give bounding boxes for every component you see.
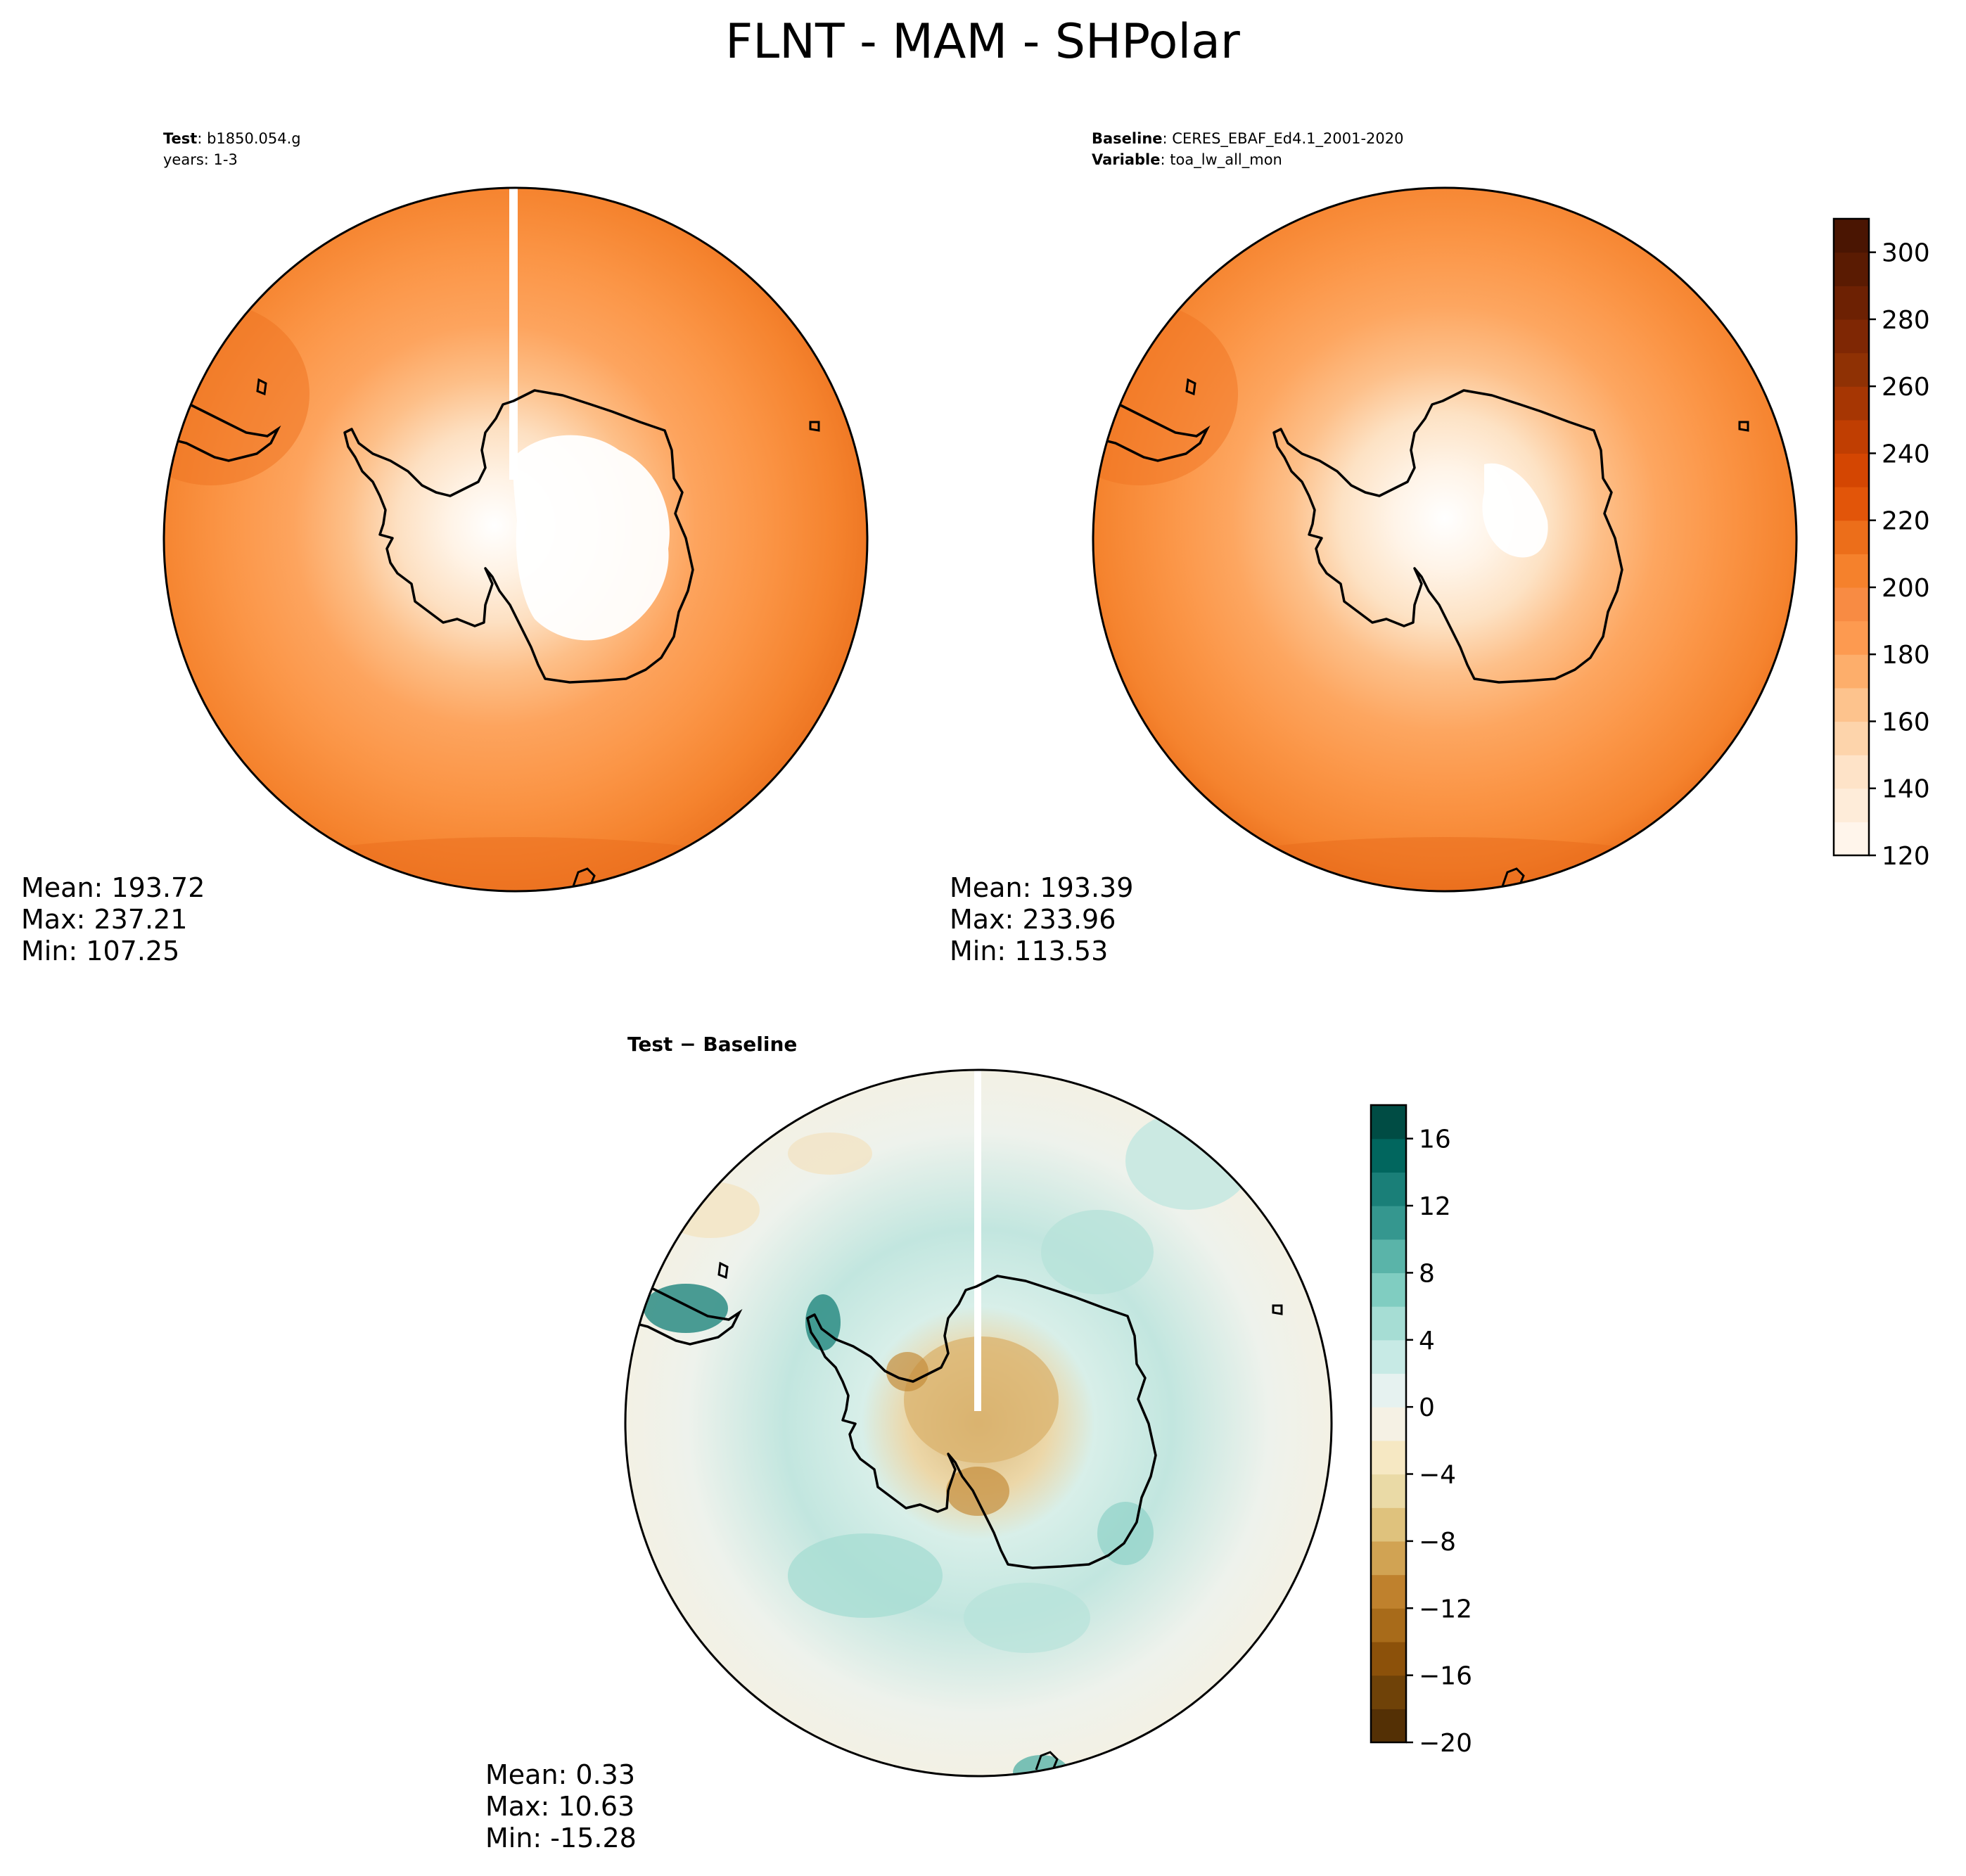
colorbar-swatch	[1834, 386, 1869, 421]
colorbar-tick-label: 180	[1882, 641, 1930, 670]
test-stat-max: Max: 237.21	[21, 904, 187, 935]
figure-title: FLNT - MAM - SHPolar	[725, 14, 1240, 70]
diff-map-boundary	[624, 1068, 1333, 1778]
colorbar-swatch	[1834, 788, 1869, 822]
colorbar-swatch	[1834, 352, 1869, 387]
colorbar-tick-label: 16	[1419, 1125, 1451, 1154]
colorbar-swatch	[1834, 419, 1869, 454]
colorbar-swatch	[1834, 822, 1869, 856]
test-stat-mean: Mean: 193.72	[21, 872, 205, 903]
colorbar-swatch	[1834, 554, 1869, 588]
south-america-coastline	[164, 392, 281, 462]
colorbar-swatch	[1371, 1709, 1406, 1743]
colorbar-main: 120 140 160 180 200 220 240 260 280 300	[1832, 217, 1930, 871]
colorbar-swatch	[1371, 1540, 1406, 1576]
baseline-map-boundary	[1092, 186, 1798, 893]
test-map-boundary	[162, 186, 869, 893]
baseline-stat-mean: Mean: 193.39	[950, 872, 1133, 903]
colorbar-tick-label: −4	[1419, 1461, 1456, 1490]
colorbar-swatch	[1834, 453, 1869, 487]
colorbar-swatch	[1371, 1440, 1406, 1475]
diff-map	[625, 1070, 1332, 1776]
colorbar-tick-label: 160	[1882, 708, 1930, 736]
colorbar-tick-label: −16	[1419, 1662, 1472, 1691]
diff-stat-min: Min: -15.28	[485, 1823, 637, 1853]
colorbar-swatch	[1834, 654, 1869, 689]
antarctica-coastline	[806, 1275, 1157, 1569]
colorbar-swatch	[1371, 1675, 1406, 1709]
colorbar-swatch	[1371, 1172, 1406, 1206]
colorbar-swatch	[1834, 487, 1869, 521]
test-map	[164, 188, 867, 891]
baseline-label: Baseline: CERES_EBAF_Ed4.1_2001-2020	[1092, 130, 1403, 148]
colorbar-swatch	[1371, 1507, 1406, 1542]
diff-title: Test − Baseline	[627, 1033, 797, 1056]
colorbar-swatch	[1371, 1608, 1406, 1642]
colorbar-swatch	[1371, 1373, 1406, 1408]
colorbar-swatch	[1834, 219, 1869, 253]
colorbar-swatch	[1834, 587, 1869, 622]
colorbar-swatch	[1834, 755, 1869, 789]
colorbar-swatch	[1371, 1206, 1406, 1240]
colorbar-tick-label: −20	[1419, 1729, 1472, 1758]
colorbar-tick-label: 0	[1419, 1393, 1435, 1422]
diff-panel: Test − Baseline Mean: 0.	[485, 1033, 1472, 1853]
colorbar-swatch	[1371, 1474, 1406, 1508]
test-label: Test: b1850.054.g	[163, 130, 301, 147]
test-stats: Mean: 193.72 Max: 237.21 Min: 107.25	[21, 872, 213, 966]
colorbar-swatch	[1834, 687, 1869, 722]
colorbar-frame	[1370, 1104, 1408, 1744]
colorbar-swatch	[1371, 1138, 1406, 1173]
colorbar-tick-label: 240	[1882, 440, 1930, 468]
colorbar-swatch	[1834, 520, 1869, 554]
antarctica-coastline	[1272, 389, 1623, 684]
colorbar-tick-label: 260	[1882, 373, 1930, 402]
colorbar-tick-label: 8	[1419, 1259, 1435, 1288]
colorbar-diff: 16 12 8 4 0 −4 −8 −12 −16 −20	[1370, 1104, 1472, 1758]
colorbar-swatch	[1371, 1407, 1406, 1441]
south-america-coastline	[625, 1275, 743, 1346]
diff-stat-mean: Mean: 0.33	[485, 1759, 635, 1790]
baseline-stats: Mean: 193.39 Max: 233.96 Min: 113.53	[950, 872, 1142, 966]
colorbar-frame	[1832, 217, 1870, 857]
baseline-stat-max: Max: 233.96	[950, 904, 1116, 935]
test-stat-min: Min: 107.25	[21, 936, 179, 966]
colorbar-tick-label: 300	[1882, 239, 1930, 268]
baseline-variable-label: Variable: toa_lw_all_mon	[1092, 151, 1282, 169]
colorbar-swatch	[1371, 1339, 1406, 1374]
colorbar-tick-label: 200	[1882, 574, 1930, 603]
baseline-stat-min: Min: 113.53	[950, 936, 1108, 966]
colorbar-swatch	[1371, 1574, 1406, 1609]
colorbar-swatch	[1371, 1641, 1406, 1676]
colorbar-swatch	[1834, 721, 1869, 755]
baseline-map	[1093, 188, 1796, 891]
diff-stat-max: Max: 10.63	[485, 1791, 634, 1822]
test-years-label: years: 1-3	[163, 151, 238, 168]
colorbar-swatch	[1371, 1239, 1406, 1274]
diff-stats: Mean: 0.33 Max: 10.63 Min: -15.28	[485, 1759, 644, 1853]
colorbar-swatch	[1371, 1306, 1406, 1341]
colorbar-tick-label: 280	[1882, 306, 1930, 335]
colorbar-swatch	[1371, 1105, 1406, 1140]
colorbar-tick-label: −12	[1419, 1595, 1472, 1623]
south-america-coastline	[1093, 392, 1211, 462]
colorbar-swatch	[1371, 1272, 1406, 1307]
colorbar-tick-label: 220	[1882, 507, 1930, 536]
colorbar-tick-label: −8	[1419, 1528, 1456, 1557]
colorbar-swatch	[1834, 252, 1869, 286]
test-panel: Test: b1850.054.g years: 1-3 Mean: 193.7…	[21, 130, 869, 966]
colorbar-swatch	[1834, 319, 1869, 354]
colorbar-tick-label: 140	[1882, 775, 1930, 804]
baseline-panel: Baseline: CERES_EBAF_Ed4.1_2001-2020 Var…	[950, 130, 1930, 966]
antarctica-coastline	[343, 389, 694, 684]
colorbar-swatch	[1834, 620, 1869, 655]
colorbar-tick-label: 120	[1882, 842, 1930, 871]
colorbar-tick-label: 12	[1419, 1192, 1451, 1221]
colorbar-tick-label: 4	[1419, 1327, 1435, 1355]
colorbar-swatch	[1834, 286, 1869, 320]
